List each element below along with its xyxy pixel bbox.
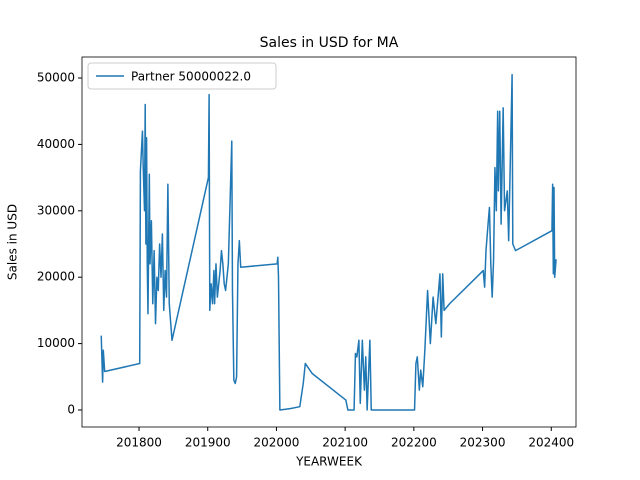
x-tick-label: 202300 — [460, 436, 506, 450]
y-tick-label: 40000 — [37, 137, 75, 151]
x-axis-label: YEARWEEK — [295, 455, 363, 469]
x-tick-label: 202400 — [528, 436, 574, 450]
x-tick-label: 202100 — [322, 436, 368, 450]
x-tick-label: 202000 — [254, 436, 300, 450]
x-tick-label: 202200 — [391, 436, 437, 450]
x-tick-label: 201800 — [116, 436, 162, 450]
chart-title: Sales in USD for MA — [260, 35, 399, 51]
legend-label: Partner 50000022.0 — [131, 70, 251, 84]
y-tick-label: 50000 — [37, 71, 75, 85]
y-axis-label: Sales in USD — [6, 204, 20, 280]
legend-box — [87, 62, 277, 90]
y-tick-label: 20000 — [37, 270, 75, 284]
y-tick-label: 0 — [67, 403, 75, 417]
y-tick-label: 30000 — [37, 203, 75, 217]
x-tick-label: 201900 — [185, 436, 231, 450]
axes-frame — [81, 56, 577, 428]
y-tick-label: 10000 — [37, 336, 75, 350]
data-line — [100, 73, 557, 411]
